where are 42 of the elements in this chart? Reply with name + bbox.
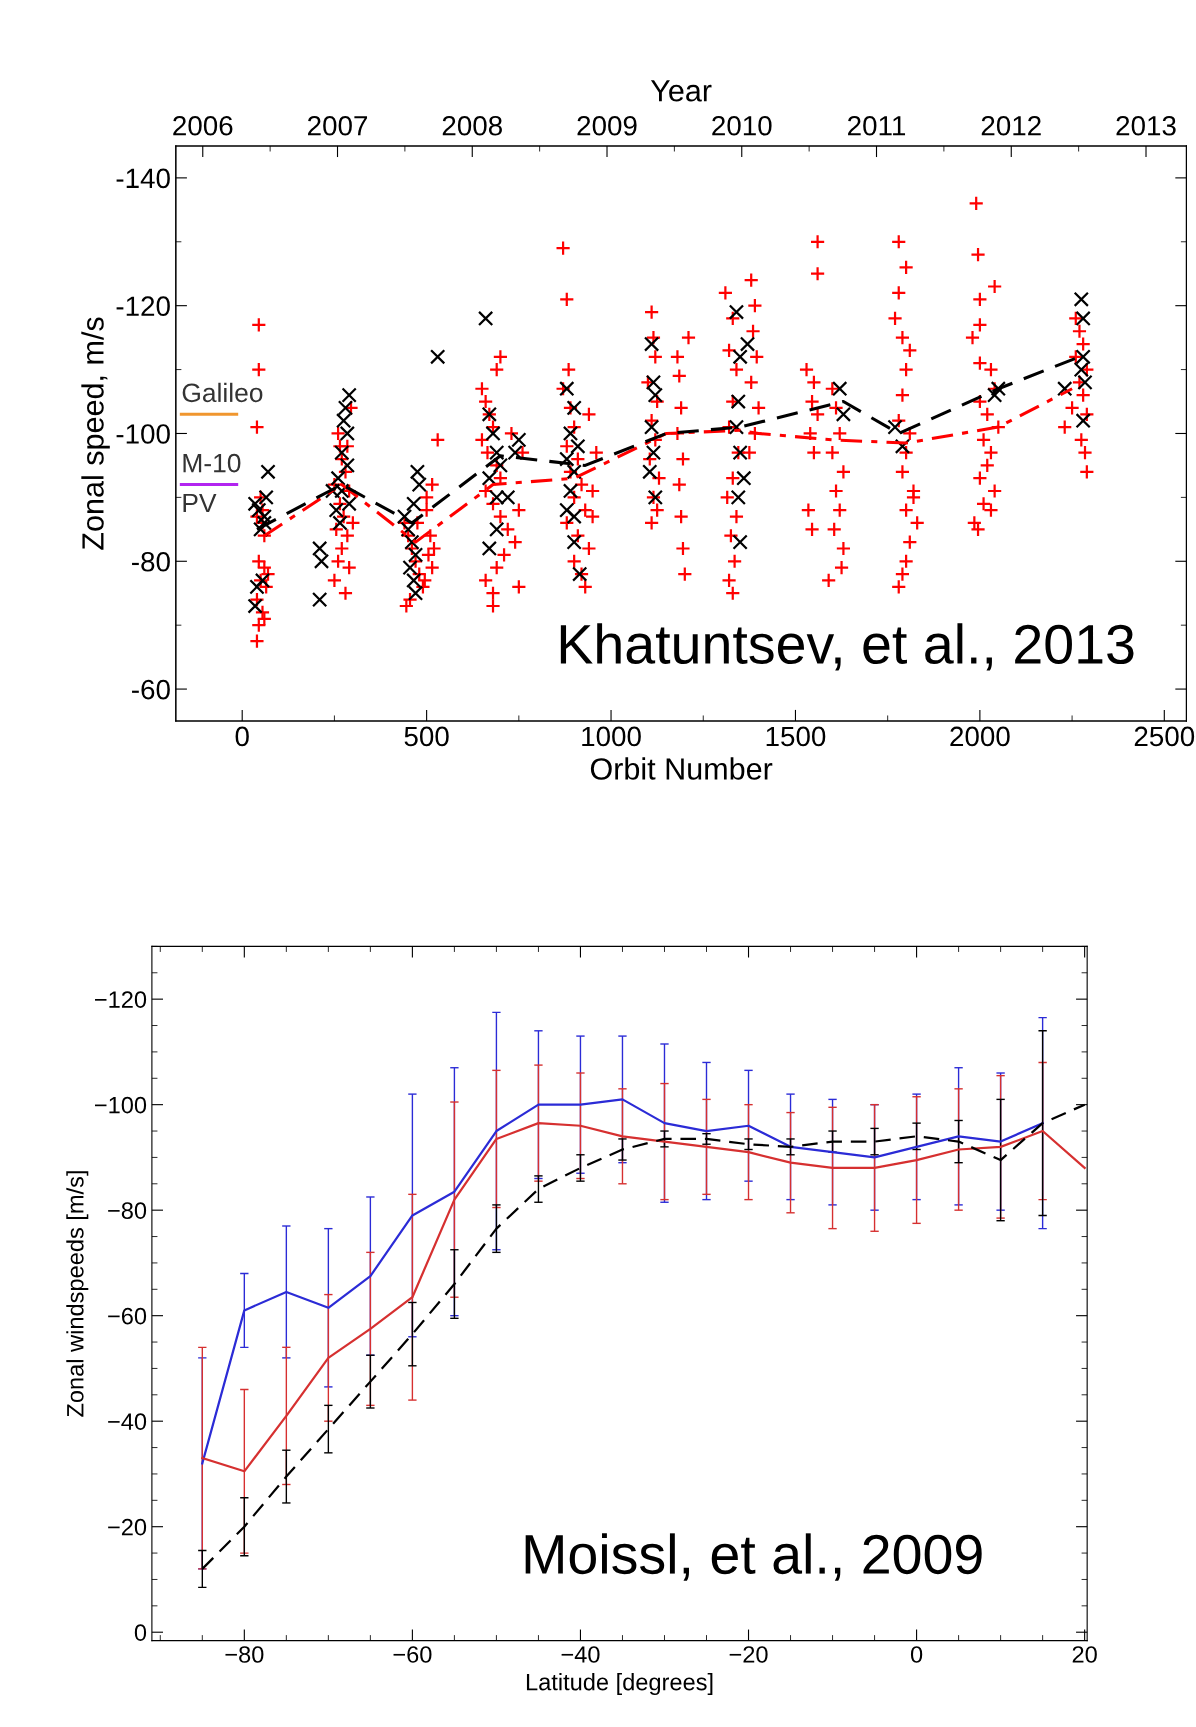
annotation: Moissl, et al., 2009 [525, 1533, 982, 1581]
x-tick-label: 0 [910, 1646, 923, 1663]
y-axis-title: Zonal speed, m/s [81, 317, 110, 550]
y-axis-title: Zonal windspeeds [m/s] [66, 1171, 89, 1417]
y-tick-label: -60 [132, 679, 170, 700]
series-label: Galileo [182, 382, 263, 403]
y-tick-label: 0 [134, 1624, 147, 1641]
x-axis-title: Latitude [degrees] [526, 1673, 713, 1696]
x-tick-label: 500 [404, 726, 449, 747]
x-tick-label: −60 [393, 1646, 432, 1663]
x-tick-label: 2500 [1134, 726, 1195, 747]
x-tick-label: −40 [561, 1646, 600, 1663]
x2-tick-label: 2010 [712, 115, 772, 136]
x2-axis-title: Year [650, 80, 712, 102]
y-tick-label: −100 [95, 1096, 147, 1114]
y-tick-label: −20 [108, 1518, 147, 1536]
x-tick-label: 2000 [950, 726, 1010, 747]
annotation: PV [183, 493, 217, 513]
x2-tick-label: 2011 [848, 115, 906, 136]
x2-tick-label: 2009 [577, 115, 637, 136]
y-tick-label: −120 [95, 991, 147, 1008]
x-tick-label: 1000 [582, 726, 641, 747]
x2-tick-label: 2006 [173, 115, 233, 136]
x2-tick-label: 2012 [981, 115, 1041, 136]
y-tick-label: −80 [108, 1202, 147, 1219]
x-tick-label: 0 [235, 726, 249, 747]
y-tick-label: -120 [116, 296, 170, 317]
y-tick-label: −40 [108, 1413, 147, 1430]
x-axis-title: Orbit Number [590, 757, 773, 780]
x-tick-label: 1500 [766, 726, 826, 747]
annotation: Khatuntsev, et al., 2013 [560, 623, 1134, 671]
x-tick-label: 20 [1072, 1646, 1097, 1663]
y-tick-label: -80 [132, 551, 170, 572]
series-label: M-10 [183, 453, 241, 473]
x-tick-label: −80 [225, 1646, 264, 1663]
x2-tick-label: 2013 [1116, 115, 1176, 136]
x-tick-label: −20 [729, 1646, 768, 1663]
x2-tick-label: 2008 [442, 115, 502, 136]
y-tick-label: -100 [116, 424, 170, 444]
y-tick-label: -140 [116, 168, 170, 189]
y-tick-label: −60 [108, 1307, 147, 1325]
x2-tick-label: 2007 [308, 115, 368, 136]
